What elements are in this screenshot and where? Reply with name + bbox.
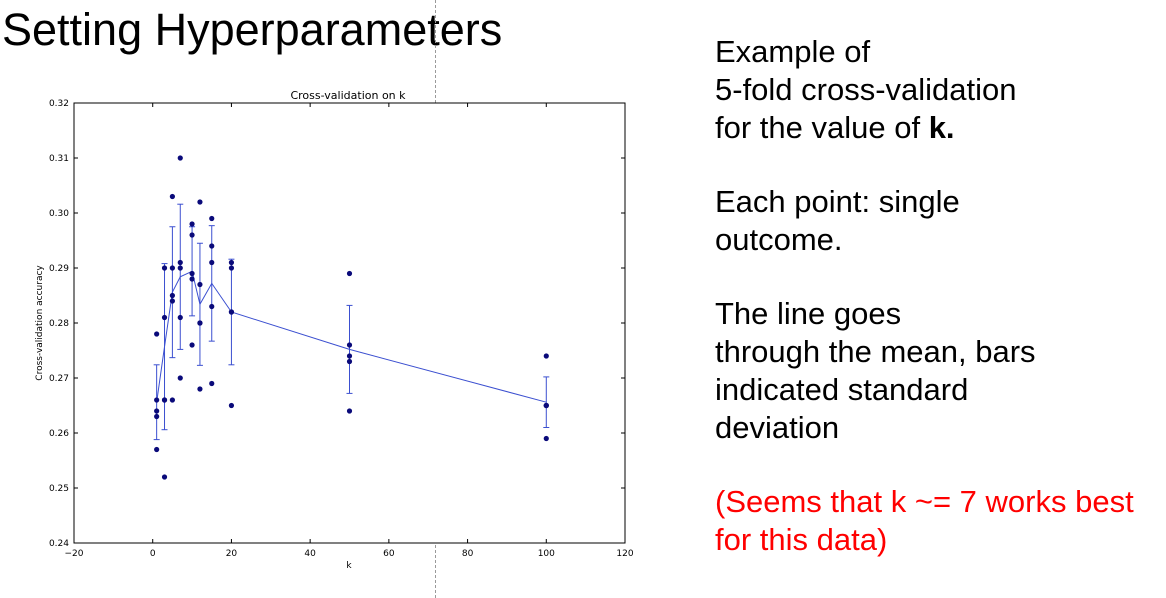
x-tick-label: 20 [226, 549, 238, 559]
data-point [197, 386, 203, 392]
data-point [154, 331, 160, 337]
data-point [177, 155, 183, 161]
data-point [189, 270, 195, 277]
data-point [177, 265, 183, 271]
y-tick-label: 0.30 [49, 209, 69, 219]
data-point [189, 276, 195, 282]
data-point [154, 446, 160, 453]
x-axis-label: k [346, 561, 352, 571]
data-point [161, 314, 168, 321]
data-point [346, 408, 353, 414]
notes-bold-k: k. [928, 110, 955, 145]
slide-title: Setting Hyperparameters [2, 4, 503, 55]
x-tick-label: 80 [462, 549, 474, 559]
y-tick-label: 0.24 [49, 539, 69, 549]
data-point [543, 435, 549, 442]
data-point [154, 413, 160, 420]
chart-title: Cross-validation on k [290, 89, 406, 102]
data-point [189, 232, 195, 238]
y-tick-label: 0.31 [49, 154, 69, 164]
data-point [543, 353, 549, 359]
x-tick-label: 60 [383, 549, 395, 559]
x-tick-label: 0 [150, 549, 156, 559]
cross-validation-chart: Cross-validation on k −20 0 20 40 60 80 100 120… [35, 89, 634, 571]
x-tick-label: 40 [304, 549, 316, 559]
x-tick-label: 100 [538, 549, 555, 559]
notes-paragraph-4: (Seems that k ~= 7 works best for this d… [715, 484, 1134, 557]
notes-paragraph-2: Each point: single outcome. [715, 184, 960, 257]
data-point [209, 243, 215, 249]
y-tick-label: 0.25 [49, 484, 69, 494]
data-point [228, 402, 235, 409]
axis-ticks: −20 0 20 40 60 80 100 120 0.24 0.25 0.26 0.27 0.28 0.… [49, 99, 634, 559]
data-point [189, 342, 195, 348]
y-tick-label: 0.27 [49, 374, 69, 384]
mean-line [156, 270, 547, 403]
data-point [197, 281, 203, 288]
notes-paragraph-1: Example of 5-fold cross-validation for t… [715, 33, 1165, 147]
data-point [346, 353, 353, 359]
data-point [177, 314, 183, 321]
data-point [209, 215, 215, 222]
data-point [346, 270, 353, 277]
data-point [177, 259, 183, 266]
data-point [161, 397, 168, 403]
data-point [169, 397, 175, 403]
data-point [169, 265, 175, 271]
data-point [169, 292, 175, 299]
data-point [543, 402, 549, 409]
y-axis-label: Cross-validation accuracy [35, 265, 45, 381]
plot-marks [153, 155, 550, 480]
y-tick-label: 0.26 [49, 429, 69, 439]
notes-text-1: Example of 5-fold cross-validation for t… [715, 34, 1017, 145]
data-point [177, 375, 183, 381]
data-point [209, 380, 215, 387]
data-point [161, 265, 168, 271]
y-tick-label: 0.28 [49, 319, 69, 329]
data-point [346, 342, 353, 348]
data-point [209, 259, 215, 266]
data-point [169, 193, 175, 200]
data-point [189, 221, 195, 227]
x-tick-label: −20 [65, 549, 84, 559]
data-point [346, 358, 353, 365]
y-tick-label: 0.32 [49, 99, 69, 109]
data-point [228, 309, 235, 315]
notes-paragraph-3: The line goes through the mean, bars ind… [715, 296, 1036, 445]
data-point [197, 320, 203, 326]
data-point [228, 265, 235, 271]
notes-panel: Example of 5-fold cross-validation for t… [715, 33, 1165, 559]
y-tick-label: 0.29 [49, 264, 69, 274]
data-point [161, 474, 168, 480]
data-point [154, 397, 160, 403]
data-point [197, 199, 203, 205]
data-point [154, 408, 160, 414]
data-point [169, 298, 175, 304]
x-tick-label: 120 [616, 549, 633, 559]
data-point [209, 303, 215, 310]
data-point [228, 259, 235, 266]
